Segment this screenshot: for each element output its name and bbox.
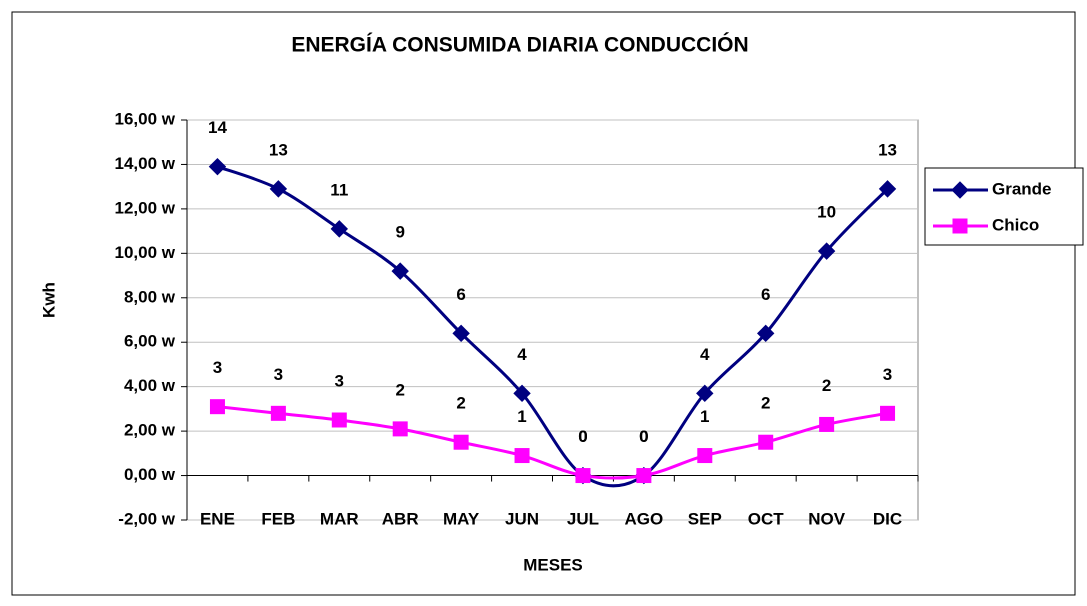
data-label: 14 <box>208 118 227 137</box>
data-label: 0 <box>578 427 587 446</box>
x-axis-title: MESES <box>523 555 583 574</box>
x-tick-label: JUL <box>567 509 599 528</box>
data-label: 2 <box>395 380 404 399</box>
y-axis-title: Kwh <box>39 282 58 318</box>
data-label: 0 <box>639 427 648 446</box>
y-tick-label: 10,00 w <box>115 243 176 262</box>
data-label: 3 <box>335 371 344 390</box>
data-point <box>331 412 347 428</box>
data-point <box>757 324 775 343</box>
data-point <box>880 405 896 421</box>
data-label: 13 <box>878 140 897 159</box>
data-label: 13 <box>269 140 288 159</box>
legend-marker <box>951 181 969 199</box>
data-point <box>636 468 652 484</box>
data-label: 2 <box>456 394 465 413</box>
data-point <box>513 384 531 403</box>
data-point <box>391 262 409 280</box>
chart-title: ENERGÍA CONSUMIDA DIARIA CONDUCCIÓN <box>291 33 748 57</box>
x-tick-label: ABR <box>382 509 419 528</box>
y-tick-label: 16,00 w <box>115 109 176 128</box>
x-tick-label: SEP <box>688 509 722 528</box>
data-point <box>819 416 835 432</box>
data-label: 1 <box>517 407 526 426</box>
x-tick-label: JUN <box>505 509 539 528</box>
data-label: 2 <box>822 376 831 395</box>
legend-marker <box>952 218 968 234</box>
data-point <box>392 421 408 437</box>
x-tick-label: AGO <box>625 509 664 528</box>
data-point <box>758 434 774 450</box>
x-tick-label: MAY <box>443 509 480 528</box>
data-label: 10 <box>817 203 836 222</box>
data-label: 3 <box>213 358 222 377</box>
data-point <box>269 180 288 198</box>
data-point <box>575 468 591 484</box>
data-point <box>208 157 227 176</box>
data-label: 11 <box>330 180 348 199</box>
data-label: 0 <box>578 427 587 446</box>
data-label: 6 <box>761 285 770 304</box>
data-label: 9 <box>395 223 404 242</box>
y-tick-label: 0,00 w <box>124 465 176 484</box>
data-label: 6 <box>456 285 465 304</box>
data-label: 3 <box>274 365 283 384</box>
data-point <box>696 384 714 403</box>
x-tick-label: OCT <box>748 509 785 528</box>
data-label: 0 <box>639 427 648 446</box>
y-tick-label: 4,00 w <box>124 376 176 395</box>
data-point <box>270 405 286 421</box>
y-tick-label: 8,00 w <box>124 287 176 306</box>
data-label: 3 <box>883 365 892 384</box>
data-label: 1 <box>700 407 709 426</box>
legend-label: Chico <box>992 215 1039 234</box>
data-point <box>697 448 713 464</box>
y-tick-label: 12,00 w <box>115 198 176 217</box>
y-tick-label: 14,00 w <box>115 154 176 173</box>
plot-area <box>186 119 919 521</box>
data-point <box>514 448 530 464</box>
y-tick-label: -2,00 w <box>118 509 175 528</box>
y-tick-label: 6,00 w <box>124 332 176 351</box>
x-tick-label: NOV <box>808 509 846 528</box>
data-point <box>330 220 348 238</box>
data-point <box>209 399 225 415</box>
y-tick-label: 2,00 w <box>124 421 176 440</box>
x-tick-label: FEB <box>261 509 295 528</box>
data-label: 4 <box>700 345 710 364</box>
legend-label: Grande <box>992 179 1052 198</box>
data-label: 4 <box>517 345 527 364</box>
x-tick-label: MAR <box>320 509 359 528</box>
data-point <box>878 180 897 198</box>
x-tick-label: DIC <box>873 509 902 528</box>
x-tick-label: ENE <box>200 509 235 528</box>
data-point <box>453 434 469 450</box>
data-label: 2 <box>761 394 770 413</box>
legend <box>924 167 1084 246</box>
data-point <box>452 324 470 343</box>
data-point <box>817 242 836 260</box>
